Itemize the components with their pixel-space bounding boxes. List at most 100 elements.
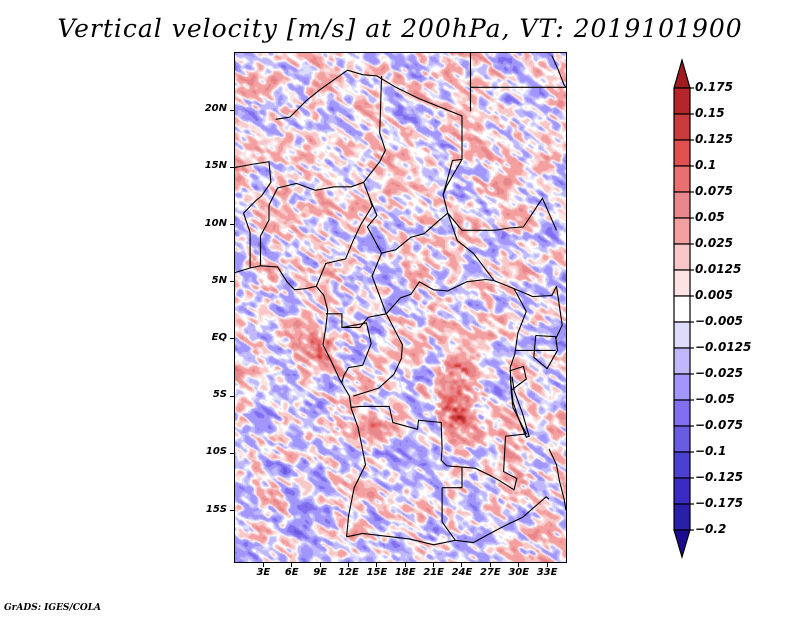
colorbar-swatch [673,295,691,323]
colorbar-swatch [673,243,691,271]
colorbar-label: 0.005 [695,288,733,302]
border-southsudan-drc-uganda [493,280,557,298]
vertical-velocity-field [235,53,566,562]
x-tick-label: 12E [338,567,359,578]
colorbar-arrow-bottom [673,529,691,560]
border-uganda-kenya [555,286,563,340]
colorbar-swatch [673,451,691,479]
colorbar-label: −0.175 [695,496,744,510]
colorbar-label: 0.075 [695,184,733,198]
lake-tanganyika [509,376,530,439]
x-tick [546,562,548,567]
colorbar-swatch [673,477,691,505]
colorbar-label: −0.025 [695,366,744,380]
border-cameroon-chad [366,196,383,254]
colorbar-swatch [673,321,691,349]
x-tick [518,562,520,567]
x-tick [489,562,491,567]
y-tick-label: EQ [211,331,227,343]
lake-victoria [533,334,559,370]
y-tick-label: 20N [204,103,227,115]
colorbar-swatch [673,373,691,401]
x-tick-label: 15E [366,567,388,578]
y-tick-label: 15N [204,160,227,172]
map-plot-area [235,53,566,562]
colorbar [673,57,694,560]
colorbar-label: 0.1 [695,158,717,172]
y-tick-label: 15S [205,503,227,515]
colorbar-label: −0.05 [695,392,735,406]
y-tick [230,452,235,454]
x-tick-label: 30E [508,567,530,578]
colorbar-swatch [673,191,691,219]
y-tick [230,109,235,111]
x-tick-label: 6E [284,567,299,578]
y-tick-label: 5S [212,389,227,401]
border-drc-east [509,288,527,435]
border-rwanda-burundi [509,365,527,391]
colorbar-swatch [673,425,691,453]
x-tick-label: 33E [536,567,558,578]
colorbar-label: −0.125 [695,470,744,484]
colorbar-label: 0.025 [695,236,733,250]
x-tick-label: 18E [394,567,416,578]
x-tick-label: 24E [451,567,473,578]
colorbar-swatch [673,399,691,427]
colorbar-label: 0.0125 [695,262,742,276]
border-nigeria-cameroon [315,196,373,287]
colorbar-label: 0.05 [695,210,725,224]
x-tick [262,562,264,567]
border-gabon-cameroon-congo [325,313,387,329]
country-borders [235,53,566,546]
border-algeria-niger [275,69,348,120]
y-tick [230,395,235,397]
border-niger-nigeria [268,181,370,206]
colorbar-label: −0.075 [695,418,744,432]
border-mali-niger [235,161,272,214]
y-tick-label: 10S [205,446,227,458]
border-angola-namibia [346,532,474,546]
colorbar-label: −0.2 [695,522,727,536]
colorbar-swatch [673,139,691,167]
colorbar-label: −0.1 [695,444,727,458]
border-chad-sudan [442,159,463,196]
nile-red-sea-edge [551,55,566,88]
colorbar-label: 0.15 [695,106,725,120]
y-tick-label: 10N [204,217,227,229]
x-tick [404,562,406,567]
border-sudan-southsudan [447,197,558,231]
colorbar-swatch [673,217,691,245]
y-tick [230,281,235,283]
grads-credit: GrADS: IGES/COLA [4,603,102,613]
border-drc-zambia [461,433,527,491]
x-tick [319,562,321,567]
border-togo-benin [242,212,251,268]
x-tick [347,562,349,567]
border-benin-nigeria [259,205,270,266]
border-gabon-congo [341,322,372,383]
colorbar-arrow-top [673,57,691,89]
x-tick [376,562,378,567]
colorbar-label: 0.175 [695,80,733,94]
border-malawi [548,448,566,511]
colorbar-swatch [673,165,691,193]
y-tick [230,338,235,340]
y-tick [230,166,235,168]
x-tick [291,562,293,567]
colorbar-swatch [673,113,691,141]
coast-west-africa [235,265,367,537]
border-congo-drc [353,313,403,397]
y-tick [230,510,235,512]
border-libya-niger-chad [347,69,463,254]
border-cameroon-car [371,252,387,314]
y-tick-label: 5N [211,274,227,286]
colorbar-label: −0.005 [695,314,744,328]
x-tick [461,562,463,567]
border-zambia-zimbabwe [473,496,550,544]
colorbar-label: 0.125 [695,132,733,146]
x-tick [433,562,435,567]
chart-title: Vertical velocity [m/s] at 200hPa, VT: 2… [57,14,743,43]
x-tick-label: 27E [479,567,501,578]
colorbar-swatch [673,503,691,531]
border-car-drc [385,278,495,315]
